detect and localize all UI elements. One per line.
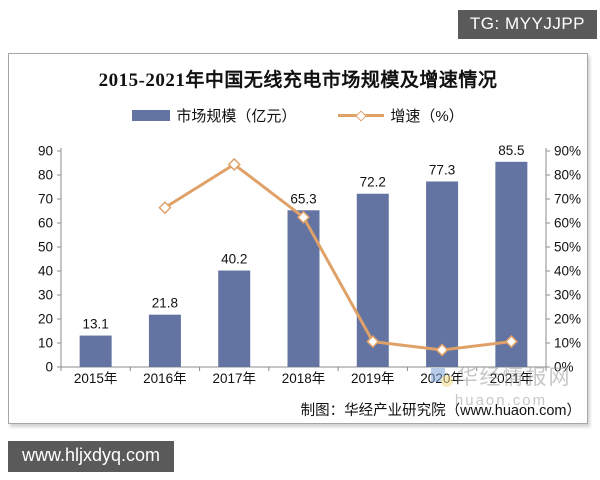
line-series-label: 增速（%） [390,108,464,125]
right-tick-label: 50% [554,240,581,255]
left-tick-label: 10 [38,336,53,351]
bar-value-label: 21.8 [152,296,178,311]
chart-panel: 2015-2021年中国无线充电市场规模及增速情况 市场规模（亿元） 增速（%）… [8,53,588,424]
left-tick-label: 90 [38,144,53,159]
x-category-label: 2015年 [74,371,118,386]
right-tick-label: 30% [554,288,581,303]
chart-source-note: 制图：华经产业研究院（www.huaon.com） [300,403,581,419]
line-series-swatch [338,109,385,122]
left-tick-label: 30 [38,288,53,303]
growth-line [164,162,512,352]
x-category-label: 2017年 [212,371,256,386]
x-category-label: 2016年 [143,371,187,386]
bar [287,210,320,367]
diamond-marker-icon [355,109,367,122]
bar-value-label: 72.2 [360,175,386,190]
left-tick-label: 0 [45,360,53,375]
x-category-label: 2018年 [282,371,326,386]
bar-series-swatch [132,110,171,121]
right-tick-label: 70% [554,192,581,207]
growth-point-marker [366,334,380,349]
bar-series-label: 市场规模（亿元） [176,108,297,125]
watermark: 华经情报网 huaon.com [417,361,585,409]
right-tick-label: 60% [554,216,581,231]
bar [426,181,459,367]
legend-item-growth-rate: 增速（%） [338,105,464,126]
right-tick-label: 80% [554,168,581,183]
growth-point-marker [504,334,518,349]
bar-value-label: 77.3 [429,162,455,177]
right-tick-label: 40% [554,264,581,279]
bar [218,270,251,367]
x-category-label: 2021年 [490,371,534,386]
site-url-label: www.hljxdyq.com [22,445,161,465]
bar-value-label: 13.1 [83,317,109,332]
chart-title: 2015-2021年中国无线充电市场规模及增速情况 [98,70,498,91]
chart-legend: 市场规模（亿元） 增速（%） [9,105,587,126]
right-tick-label: 90% [554,144,581,159]
bar-value-label: 65.3 [290,191,316,206]
left-tick-label: 50 [38,240,53,255]
watermark-name: 华经情报网 [456,366,572,389]
bar [148,314,181,367]
right-tick-label: 10% [554,336,581,351]
bar-value-label: 85.5 [498,143,524,158]
plot-area: 0 10 20 30 40 50 60 70 80 90 0% 10% 20% 30% 40% 50% 60% 7… [9,140,589,398]
left-tick-label: 40 [38,264,53,279]
bar [79,335,112,367]
tg-contact-label: TG: MYYJJPP [469,14,585,33]
site-url-badge: www.hljxdyq.com [8,441,175,472]
watermark-logo-icon [430,365,453,387]
right-tick-label: 0% [554,360,574,375]
legend-item-market-size: 市场规模（亿元） [132,105,296,126]
growth-point-marker [158,201,172,215]
x-category-label: 2019年 [351,371,395,386]
left-tick-label: 80 [38,168,53,183]
growth-point-marker [296,210,311,224]
watermark-domain: huaon.com [454,392,548,409]
bar [495,161,528,367]
left-tick-label: 20 [38,312,53,327]
left-tick-label: 70 [38,192,53,207]
left-tick-label: 60 [38,216,53,231]
growth-point-marker [227,157,241,172]
plot: 0 10 20 30 40 50 60 70 80 90 0% 10% 20% 30% 40% 50% 60% 7… [38,143,581,386]
bar-value-label: 40.2 [221,252,247,267]
right-tick-label: 20% [554,312,581,327]
growth-point-marker [435,343,449,357]
tg-contact-badge: TG: MYYJJPP [457,10,597,39]
